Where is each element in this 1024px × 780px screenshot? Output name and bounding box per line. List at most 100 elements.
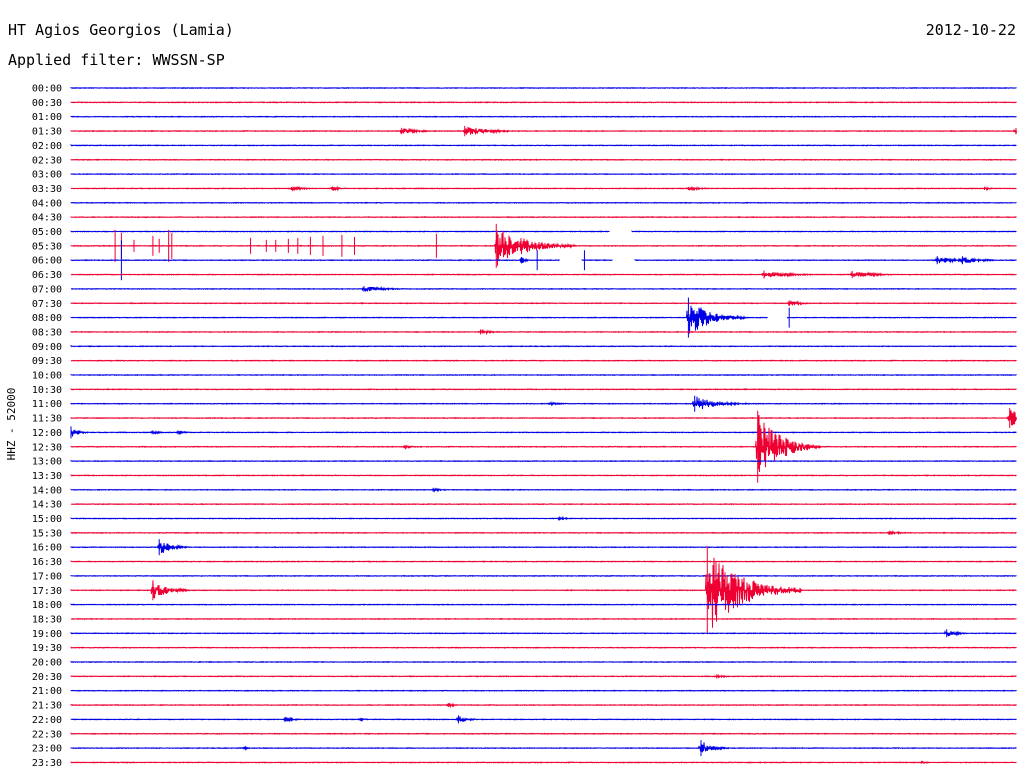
- trace-row: [70, 689, 1017, 692]
- row-tick-label: 19:00: [32, 629, 62, 640]
- trace-row: [70, 459, 1017, 463]
- row-tick-label: 15:00: [32, 514, 62, 525]
- trace-row: [70, 230, 1017, 266]
- row-tick-label: 19:30: [32, 643, 62, 654]
- trace-row: [70, 185, 1017, 192]
- row-tick-label: 02:30: [32, 155, 62, 166]
- row-tick-label: 18:00: [32, 600, 62, 611]
- trace-row: [70, 428, 1017, 437]
- row-tick-label: 07:00: [32, 284, 62, 295]
- row-tick-label: 01:30: [32, 127, 62, 138]
- row-tick-label: 13:30: [32, 471, 62, 482]
- trace-row: [70, 474, 1017, 477]
- trace-row: [70, 271, 1017, 278]
- trace-row: [70, 201, 1017, 204]
- trace-row: [70, 629, 1017, 637]
- trace-row: [70, 716, 1017, 723]
- row-tick-label: 08:00: [32, 313, 62, 324]
- trace-row: [70, 396, 1017, 410]
- trace-row: [70, 299, 1017, 307]
- row-tick-label: 22:30: [32, 729, 62, 740]
- station-title: HT Agios Georgios (Lamia): [8, 21, 234, 39]
- trace-row: [70, 410, 1017, 426]
- trace-row: [70, 414, 1017, 473]
- row-tick-label: 14:00: [32, 485, 62, 496]
- row-tick-label: 12:00: [32, 428, 62, 439]
- trace-row: [70, 373, 1017, 377]
- trace-row: [70, 603, 1017, 606]
- traces: [70, 86, 1017, 765]
- row-tick-label: 13:00: [32, 457, 62, 468]
- trace-row: [70, 305, 1017, 334]
- row-tick-label: 21:30: [32, 701, 62, 712]
- trace-row: [70, 173, 1017, 176]
- row-tick-label: 14:30: [32, 500, 62, 511]
- trace-row: [70, 543, 1017, 553]
- trace-row: [70, 359, 1017, 362]
- trace-row: [70, 387, 1017, 391]
- row-tick-label: 15:30: [32, 528, 62, 539]
- row-tick-label: 10:00: [32, 371, 62, 382]
- trace-row: [70, 515, 1017, 521]
- row-tick-label: 17:00: [32, 571, 62, 582]
- trace-row: [70, 646, 1017, 649]
- trace-row: [70, 574, 1017, 577]
- row-tick-label: 05:30: [32, 241, 62, 252]
- row-tick-label: 18:30: [32, 614, 62, 625]
- trace-row: [70, 760, 1017, 765]
- row-tick-label: 05:00: [32, 227, 62, 238]
- trace-row: [70, 557, 1017, 628]
- trace-row: [70, 732, 1017, 735]
- row-tick-label: 06:30: [32, 270, 62, 281]
- trace-row: [70, 702, 1017, 709]
- trace-row: [70, 560, 1017, 563]
- trace-row: [70, 328, 1017, 336]
- row-tick-label: 00:00: [32, 84, 62, 95]
- trace-row: [70, 143, 1017, 147]
- trace-row: [70, 215, 1017, 219]
- trace-row: [70, 530, 1017, 536]
- row-tick-label: 06:00: [32, 256, 62, 267]
- row-tick-label: 03:00: [32, 170, 62, 181]
- row-tick-label: 20:30: [32, 672, 62, 683]
- row-tick-label: 09:00: [32, 342, 62, 353]
- row-tick-label: 12:30: [32, 442, 62, 453]
- row-tick-label: 10:30: [32, 385, 62, 396]
- row-tick-labels: 00:00 00:30 01:00 01:30 02:00 02:30 03:00 03:30…: [32, 84, 62, 769]
- row-tick-label: 01:00: [32, 112, 62, 123]
- row-tick-label: 00:30: [32, 98, 62, 109]
- row-tick-label: 08:30: [32, 327, 62, 338]
- trace-row: [70, 285, 1017, 292]
- row-tick-label: 16:30: [32, 557, 62, 568]
- row-tick-label: 11:00: [32, 399, 62, 410]
- row-tick-label: 20:00: [32, 658, 62, 669]
- row-tick-label: 04:30: [32, 213, 62, 224]
- row-tick-label: 17:30: [32, 586, 62, 597]
- row-tick-label: 03:30: [32, 184, 62, 195]
- trace-row: [70, 86, 1017, 90]
- row-tick-label: 04:00: [32, 198, 62, 209]
- row-tick-label: 11:30: [32, 414, 62, 425]
- row-tick-label: 21:00: [32, 686, 62, 697]
- trace-row: [70, 115, 1017, 118]
- trace-row: [70, 256, 1017, 264]
- trace-row: [70, 502, 1017, 506]
- row-tick-label: 09:30: [32, 356, 62, 367]
- trace-row: [70, 742, 1017, 753]
- trace-row: [70, 126, 1017, 135]
- filter-label: Applied filter: WWSSN-SP: [8, 51, 225, 69]
- trace-row: [70, 617, 1017, 621]
- row-tick-label: 07:30: [32, 299, 62, 310]
- row-tick-label: 16:00: [32, 543, 62, 554]
- trace-row: [70, 487, 1017, 493]
- trace-row: [70, 660, 1017, 664]
- date-label: 2012-10-22: [925, 21, 1016, 39]
- row-tick-label: 23:00: [32, 744, 62, 755]
- trace-row: [70, 158, 1017, 161]
- trace-row: [70, 673, 1017, 679]
- trace-row: [70, 229, 1017, 233]
- row-tick-label: 23:30: [32, 758, 62, 769]
- row-tick-label: 02:00: [32, 141, 62, 152]
- trace-row: [70, 344, 1017, 348]
